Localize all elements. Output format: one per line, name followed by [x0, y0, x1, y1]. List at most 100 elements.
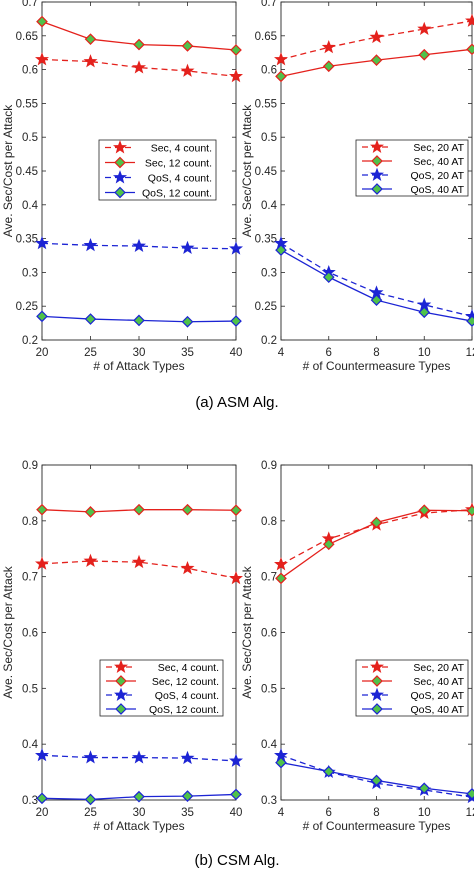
data-point: [370, 774, 383, 787]
y-tick-label: 0.8: [22, 516, 38, 528]
data-point: [274, 557, 288, 571]
legend-label: QoS, 40 AT: [411, 704, 465, 716]
caption-csm: (b) CSM Alg.: [194, 852, 279, 869]
legend: Sec, 20 AT Sec, 40 AT QoS, 20 AT QoS, 40 AT: [355, 659, 469, 717]
series-2: [36, 503, 242, 518]
y-tick-label: 0.3: [22, 267, 38, 279]
legend-label: QoS, 4 count.: [155, 690, 219, 702]
data-point: [229, 753, 243, 767]
legend: Sec, 4 count. Sec, 12 count. QoS, 4 count.…: [99, 659, 224, 717]
data-point: [83, 750, 98, 764]
series-3: [35, 235, 243, 255]
y-tick-label: 0.5: [261, 132, 277, 144]
legend-marker: [370, 167, 384, 181]
data-point: [181, 40, 194, 52]
data-point: [133, 314, 145, 327]
x-tick-label: 10: [418, 807, 431, 819]
data-point: [84, 506, 97, 518]
data-point: [230, 44, 242, 56]
data-point: [36, 15, 48, 28]
y-tick-label: 0.45: [16, 166, 38, 178]
legend-marker: [115, 675, 127, 687]
y-tick-label: 0.4: [22, 739, 39, 751]
legend-label: QoS, 40 AT: [411, 184, 465, 196]
y-axis-label: Ave. Sec/Cost per Attack: [240, 104, 254, 238]
y-tick-label: 0.2: [22, 335, 38, 347]
data-point: [369, 29, 384, 44]
legend-label: Sec, 40 AT: [413, 676, 464, 688]
legend-marker: [370, 687, 384, 701]
y-tick-label: 0.9: [22, 460, 38, 472]
y-tick-label: 0.3: [261, 795, 277, 807]
data-point: [132, 60, 146, 74]
chart-a-left: 0.2 0.25 0.3 0.35 0.4 0.45 0.5 0.55 0.6 0.65 0.7 20…: [1, 0, 243, 373]
y-axis-label: Ave. Sec/Cost per Attack: [1, 565, 15, 699]
data-point: [466, 315, 474, 327]
series-line: [41, 242, 237, 250]
series-line: [280, 20, 473, 61]
y-tick-label: 0.4: [22, 200, 39, 212]
data-point: [36, 792, 48, 805]
legend-label: QoS, 12 count.: [149, 704, 219, 716]
y-tick-label: 0.5: [22, 683, 38, 695]
data-point: [466, 43, 474, 56]
series-line: [41, 58, 237, 78]
series-2: [275, 43, 474, 83]
data-point: [180, 560, 195, 575]
x-tick-label: 4: [278, 347, 285, 359]
y-tick-label: 0.4: [261, 200, 278, 212]
y-axis-label: Ave. Sec/Cost per Attack: [1, 104, 15, 238]
y-tick-label: 0.45: [255, 166, 277, 178]
data-point: [180, 750, 195, 765]
data-point: [132, 750, 146, 764]
x-axis-label: # of Attack Types: [93, 359, 184, 373]
legend-label: Sec, 4 count.: [158, 662, 219, 674]
legend-label: QoS, 20 AT: [411, 690, 465, 702]
legend-label: Sec, 40 AT: [413, 156, 464, 168]
x-tick-label: 40: [230, 807, 243, 819]
legend-label: QoS, 20 AT: [411, 170, 465, 182]
caption-asm: (a) ASM Alg.: [195, 394, 278, 411]
legend-marker: [371, 155, 383, 167]
data-point: [418, 306, 431, 319]
data-point: [180, 240, 195, 255]
data-point: [322, 538, 335, 551]
legend-label: Sec, 20 AT: [413, 662, 464, 674]
legend: Sec, 20 AT Sec, 40 AT QoS, 20 AT QoS, 40 AT: [355, 139, 469, 197]
legend-marker: [114, 659, 128, 673]
y-tick-label: 0.5: [261, 683, 277, 695]
data-point: [466, 504, 474, 517]
legend-label: Sec, 20 AT: [413, 142, 464, 154]
legend-label: Sec, 12 count.: [145, 157, 212, 169]
series-2: [275, 504, 474, 585]
y-tick-label: 0.9: [261, 460, 277, 472]
y-tick-label: 0.25: [16, 301, 38, 313]
data-point: [465, 13, 474, 27]
series-line: [280, 754, 473, 798]
series-4: [36, 310, 242, 328]
y-tick-label: 0.55: [255, 98, 277, 110]
y-axis-label: Ave. Sec/Cost per Attack: [240, 565, 254, 699]
series-4: [275, 756, 474, 800]
data-point: [275, 244, 287, 256]
data-point: [133, 790, 145, 803]
data-point: [181, 790, 194, 802]
data-point: [322, 271, 335, 283]
data-point: [84, 793, 97, 806]
y-tick-label: 0.6: [22, 628, 38, 640]
data-point: [35, 52, 49, 66]
x-tick-label: 8: [373, 347, 379, 359]
x-tick-label: 6: [326, 807, 332, 819]
y-tick-label: 0.6: [22, 65, 38, 77]
legend-label: QoS, 4 count.: [148, 172, 212, 184]
x-axis-label: # of Countermeasure Types: [303, 359, 451, 373]
y-tick-label: 0.5: [22, 132, 38, 144]
data-point: [36, 310, 48, 323]
data-point: [322, 765, 335, 778]
data-point: [418, 504, 431, 517]
x-tick-label: 8: [373, 807, 379, 819]
series-1: [35, 553, 243, 585]
y-tick-label: 0.7: [261, 0, 277, 9]
data-point: [418, 782, 431, 795]
